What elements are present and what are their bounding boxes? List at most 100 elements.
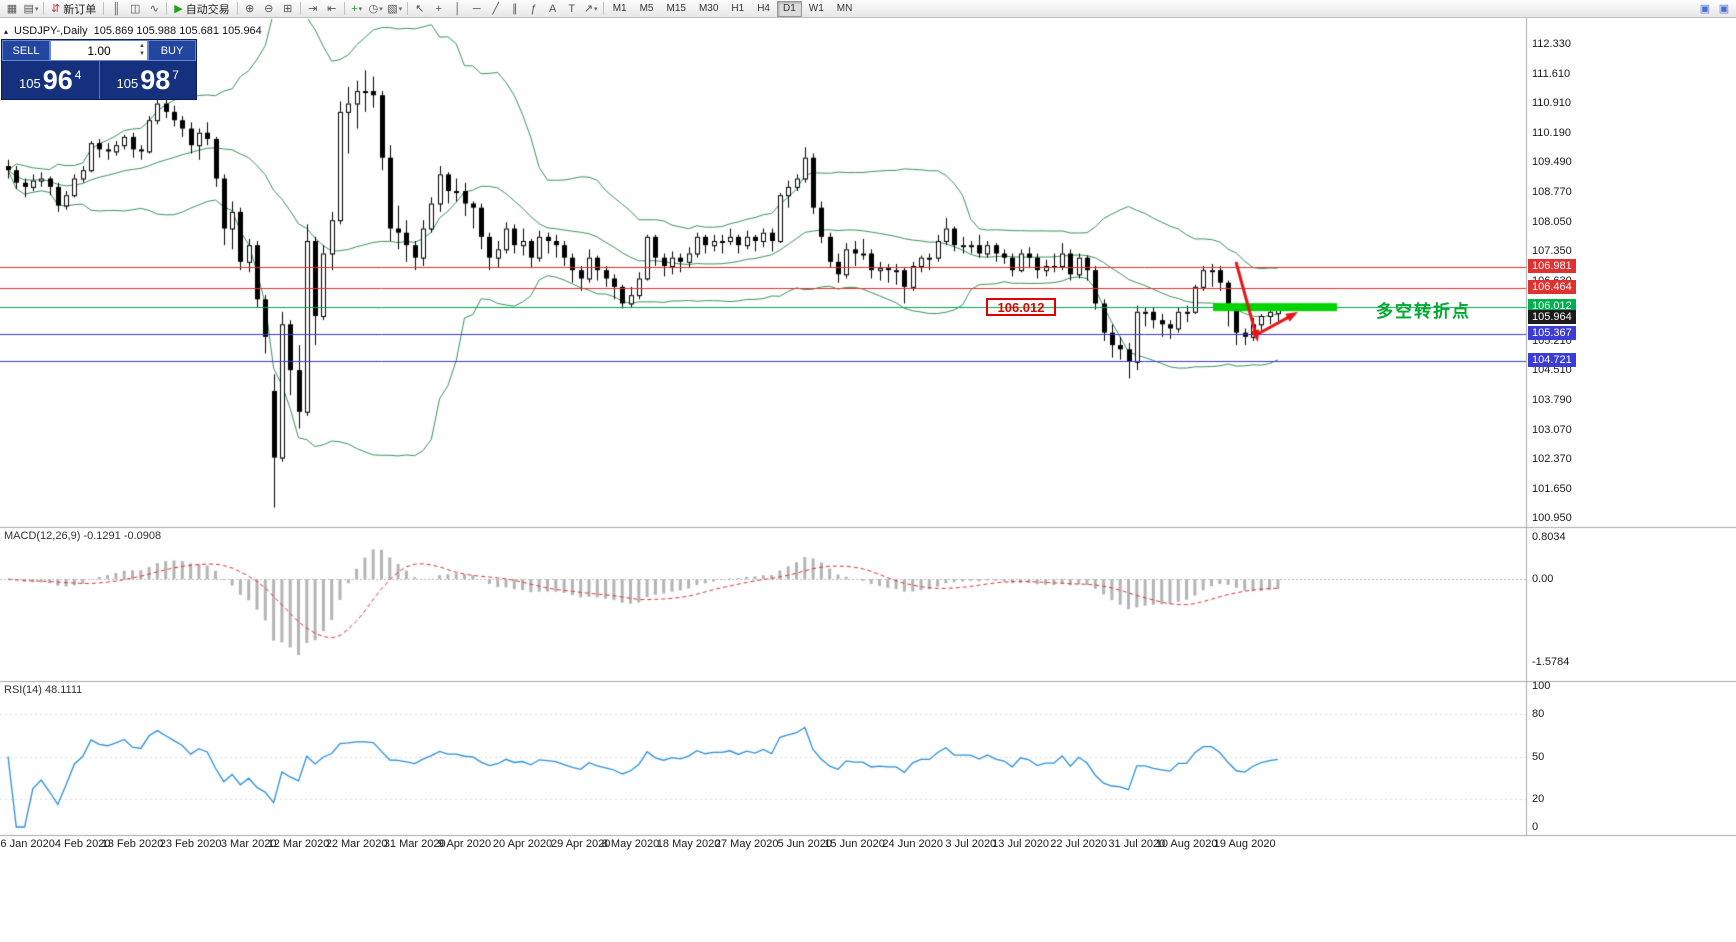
add-indicator-icon[interactable]: + ▾: [348, 1, 366, 16]
templates-icon[interactable]: ▧ ▾: [386, 1, 404, 16]
profiles-glyph-icon: ▤: [23, 3, 34, 15]
cursor-icon[interactable]: ↖: [411, 1, 429, 16]
buy-price-main: 98: [140, 64, 171, 95]
fibonacci-icon[interactable]: ƒ: [525, 1, 543, 16]
caret-down-icon: ▾: [398, 5, 403, 13]
new-order-glyph-icon: ⇵: [51, 3, 61, 15]
toolbar-separator: [166, 2, 168, 15]
add-indicator-glyph-icon: +: [351, 2, 358, 15]
date-label: 22 Mar 2020: [325, 838, 388, 850]
one-click-trading-panel: SELL 1.00 ▲ ▼ BUY 105 96 4 105 98 7: [1, 39, 197, 100]
auto-scroll-glyph-icon: ⇥: [308, 3, 318, 15]
price-badge: 105.964: [1528, 310, 1576, 325]
new-order-button[interactable]: ⇵ 新订单: [47, 1, 100, 16]
rsi-axis-label: 100: [1532, 680, 1551, 692]
channel-icon[interactable]: ∥: [506, 1, 524, 16]
stepper-down-icon[interactable]: ▼: [139, 51, 145, 57]
timeframe-m30[interactable]: M30: [698, 3, 719, 14]
arrows-icon[interactable]: ↗ ▾: [582, 1, 600, 16]
date-label: 9 Apr 2020: [437, 838, 492, 850]
timeframe-m15[interactable]: M15: [666, 3, 686, 14]
date-label: 13 Jul 2020: [992, 838, 1050, 850]
sell-price-button[interactable]: 105 96 4: [2, 61, 99, 99]
toolbar-separator: [602, 2, 604, 15]
bar-chart-icon[interactable]: ║: [107, 1, 125, 16]
toolbar-separator: [43, 2, 44, 15]
arrows-glyph-icon: ↗: [583, 3, 594, 15]
buy-price-prefix: 105: [116, 76, 139, 91]
vertical-line-icon[interactable]: │: [449, 1, 467, 16]
auto-scroll-icon[interactable]: ⇥: [304, 1, 322, 16]
date-label: 31 Mar 2020: [383, 838, 446, 850]
price-axis-label: 107.350: [1532, 245, 1572, 258]
macd-axis-label: 0.00: [1532, 573, 1554, 586]
timeframe-d1[interactable]: D1: [777, 0, 802, 17]
macd-axis-label: 0.8034: [1532, 531, 1566, 543]
channel-glyph-icon: ∥: [511, 3, 518, 15]
zoom-in-icon[interactable]: ⊕: [241, 1, 259, 16]
new-chart-icon[interactable]: ▦: [3, 1, 21, 16]
timeframe-w1[interactable]: W1: [808, 3, 824, 14]
timeframe-h4[interactable]: H4: [757, 3, 770, 14]
periods-icon[interactable]: ◷ ▾: [367, 1, 385, 16]
label-icon[interactable]: T: [563, 1, 581, 16]
date-label: 13 Feb 2020: [101, 838, 164, 850]
timeframe-m5[interactable]: M5: [639, 3, 654, 14]
new-chart-glyph-icon: ▦: [6, 3, 18, 15]
timeframe-m1[interactable]: M1: [612, 3, 627, 14]
lot-size-value: 1.00: [87, 43, 111, 58]
price-annotation-box[interactable]: 106.012: [986, 298, 1056, 316]
horizontal-line-icon[interactable]: ─: [468, 1, 486, 16]
date-label: 18 May 2020: [656, 838, 721, 850]
price-axis-label: 101.650: [1532, 482, 1572, 495]
crosshair-icon[interactable]: +: [430, 1, 448, 16]
timeframe-h1[interactable]: H1: [731, 3, 745, 14]
price-badge: 106.012: [1528, 299, 1576, 314]
candlestick-chart-glyph-icon: ◫: [130, 3, 141, 15]
cursor-glyph-icon: ↖: [415, 3, 425, 15]
sell-button[interactable]: SELL: [2, 40, 50, 61]
auto-trading-glyph-icon: ▶: [174, 3, 183, 15]
price-axis-label: 103.790: [1532, 393, 1572, 406]
zoom-out-icon[interactable]: ⊖: [260, 1, 278, 16]
profiles-icon[interactable]: ▤ ▾: [22, 1, 40, 16]
toolbar-window-1-icon[interactable]: ▣: [1699, 3, 1711, 15]
text-icon[interactable]: A: [544, 1, 562, 16]
macd-axis-label: -1.5784: [1532, 656, 1570, 668]
stepper-up-icon[interactable]: ▲: [139, 43, 145, 49]
buy-price-button[interactable]: 105 98 7: [98, 61, 197, 99]
date-label: 23 Feb 2020: [159, 838, 222, 850]
date-label: 29 Apr 2020: [551, 838, 611, 850]
date-label: 20 Apr 2020: [492, 838, 553, 850]
sell-price-main: 96: [42, 64, 73, 95]
price-axis-label: 103.070: [1532, 423, 1572, 436]
auto-trading-button[interactable]: ▶ 自动交易: [170, 1, 233, 16]
bar-chart-glyph-icon: ║: [112, 2, 121, 15]
price-badge: 106.981: [1528, 258, 1576, 273]
caret-down-icon: ▾: [379, 5, 383, 13]
buy-button[interactable]: BUY: [148, 40, 196, 61]
line-chart-icon[interactable]: ∿: [145, 1, 163, 16]
lot-size-input[interactable]: 1.00 ▲ ▼: [50, 40, 148, 61]
collapse-triangle-icon[interactable]: ▴: [4, 26, 9, 36]
tile-windows-icon[interactable]: ⊞: [279, 1, 297, 16]
timeframe-mn[interactable]: MN: [836, 3, 853, 14]
trendline-icon[interactable]: ╱: [487, 1, 505, 16]
crosshair-glyph-icon: +: [435, 2, 442, 15]
candlestick-chart-icon[interactable]: ◫: [126, 1, 144, 16]
date-label: 19 Aug 2020: [1213, 838, 1276, 850]
price-axis-label: 100.950: [1532, 512, 1572, 524]
toolbar-separator: [236, 2, 238, 15]
price-axis-label: 102.370: [1532, 452, 1572, 465]
chart-shift-icon[interactable]: ⇤: [323, 1, 341, 16]
caret-down-icon: ▾: [594, 5, 598, 13]
date-label: 22 Jul 2020: [1050, 838, 1108, 850]
chart-title: USDJPY-,Daily: [14, 25, 88, 37]
toolbar-window-2-icon[interactable]: ▣: [1718, 3, 1730, 15]
sell-price-prefix: 105: [19, 76, 41, 91]
zoom-out-glyph-icon: ⊖: [264, 3, 274, 15]
turning-point-annotation[interactable]: 多空转折点: [1376, 302, 1471, 321]
lot-stepper[interactable]: ▲ ▼: [139, 42, 145, 58]
date-label: 8 May 2020: [601, 838, 660, 850]
